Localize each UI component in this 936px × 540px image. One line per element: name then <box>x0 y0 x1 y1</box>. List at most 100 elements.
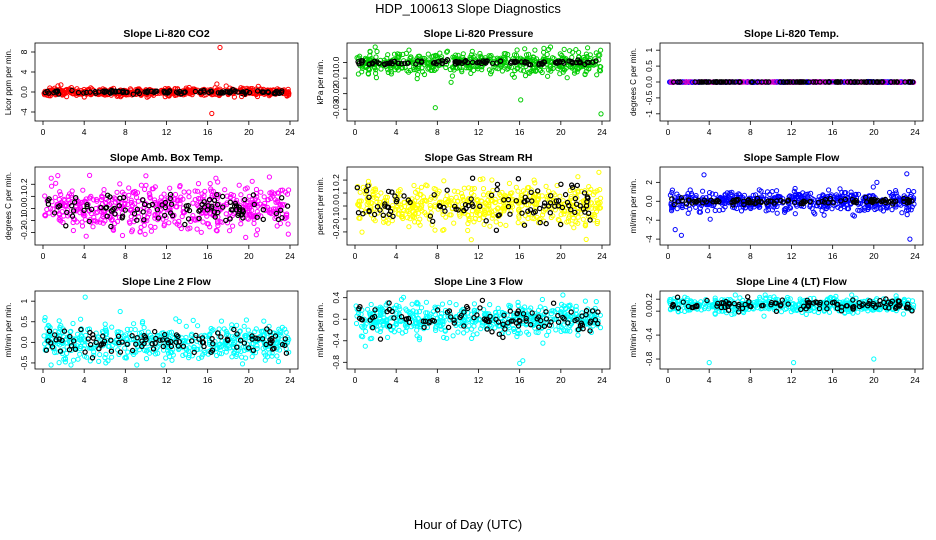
data-point-base <box>593 58 599 64</box>
data-point <box>448 79 454 85</box>
data-point-base <box>536 60 543 66</box>
outlier-point <box>531 177 537 183</box>
data-point-base <box>562 191 569 198</box>
data-point-base <box>459 60 465 67</box>
data-point <box>143 182 149 188</box>
x-tick-label: 0 <box>666 251 671 261</box>
data-point <box>469 48 475 54</box>
data-point <box>904 212 910 218</box>
data-point <box>254 227 261 233</box>
y-tick-label: 1 <box>19 299 29 304</box>
outlier-point <box>217 44 223 51</box>
data-point <box>249 178 255 184</box>
data-point-base <box>389 61 395 67</box>
x-tick-label: 12 <box>474 375 484 385</box>
data-point-base <box>444 187 450 193</box>
data-point-base <box>469 175 476 181</box>
data-point <box>411 182 417 189</box>
data-point <box>490 187 496 194</box>
outlier-point <box>223 83 229 89</box>
data-point <box>254 343 260 349</box>
data-point <box>591 62 597 68</box>
x-tick-label: 0 <box>41 375 46 385</box>
data-point <box>425 51 431 57</box>
data-point <box>416 53 423 59</box>
data-point <box>249 354 255 360</box>
x-tick-label: 24 <box>597 375 607 385</box>
outlier-point <box>904 171 910 177</box>
data-point <box>505 330 511 336</box>
data-point <box>408 324 414 330</box>
data-point <box>455 52 461 58</box>
x-tick-label: 12 <box>787 251 797 261</box>
data-point <box>90 224 96 230</box>
x-tick-label: 20 <box>869 251 879 261</box>
data-point <box>557 51 563 57</box>
data-point-base <box>547 209 554 216</box>
x-tick-label: 0 <box>41 251 46 261</box>
y-tick-label: -0.4 <box>331 333 341 348</box>
data-point <box>594 72 600 78</box>
data-point <box>128 87 134 93</box>
data-point <box>428 64 434 70</box>
y-tick-label: 1 <box>644 48 654 53</box>
data-points <box>41 44 292 117</box>
y-tick-label: 0.0 <box>19 336 29 348</box>
y-tick-label: -0.1 <box>331 211 341 226</box>
data-point-base <box>518 59 525 65</box>
data-point <box>186 194 192 200</box>
data-point <box>443 64 449 71</box>
data-point <box>285 231 291 237</box>
data-point <box>134 362 140 368</box>
data-point <box>580 216 586 222</box>
y-tick-label: 0.4 <box>331 292 341 304</box>
data-point <box>523 52 530 58</box>
data-point <box>363 328 369 334</box>
data-point <box>598 47 604 53</box>
data-point <box>421 71 428 78</box>
data-point-base <box>166 89 172 95</box>
x-tick-label: 20 <box>244 127 254 137</box>
data-point <box>236 182 242 188</box>
data-point-base <box>402 60 408 67</box>
data-point <box>526 70 533 76</box>
outlier-point <box>585 45 591 51</box>
data-point <box>685 210 691 216</box>
data-point <box>514 47 520 53</box>
data-point <box>169 357 175 363</box>
data-point-base <box>527 61 534 68</box>
data-point-base <box>191 349 197 356</box>
data-point <box>357 189 363 195</box>
data-point <box>70 227 77 234</box>
y-tick-label: 0.0 <box>331 200 341 212</box>
y-tick-label: -0.8 <box>331 355 341 370</box>
data-point <box>70 320 76 327</box>
data-point <box>597 68 604 74</box>
data-point <box>132 327 138 333</box>
data-point <box>274 353 280 359</box>
data-point-base <box>69 87 75 94</box>
data-point <box>491 56 497 62</box>
data-point-base <box>381 61 388 67</box>
x-tick-label: 12 <box>162 251 172 261</box>
data-point <box>429 54 435 60</box>
data-point <box>251 220 257 226</box>
data-point <box>486 67 492 73</box>
data-point <box>109 324 115 330</box>
data-point <box>58 82 64 88</box>
data-point-base <box>151 89 157 96</box>
data-point <box>451 220 457 226</box>
y-tick-label: 2 <box>644 180 654 185</box>
data-point <box>258 189 264 195</box>
data-point-base <box>439 58 445 64</box>
data-point <box>738 208 745 214</box>
data-point <box>489 177 495 183</box>
data-point <box>186 189 192 195</box>
data-point <box>365 71 372 77</box>
x-tick-label: 24 <box>597 127 607 137</box>
y-tick-label: -2 <box>644 216 654 224</box>
x-tick-label: 16 <box>515 375 525 385</box>
data-point <box>218 318 225 324</box>
data-point-base <box>558 181 564 187</box>
data-point <box>138 224 144 230</box>
